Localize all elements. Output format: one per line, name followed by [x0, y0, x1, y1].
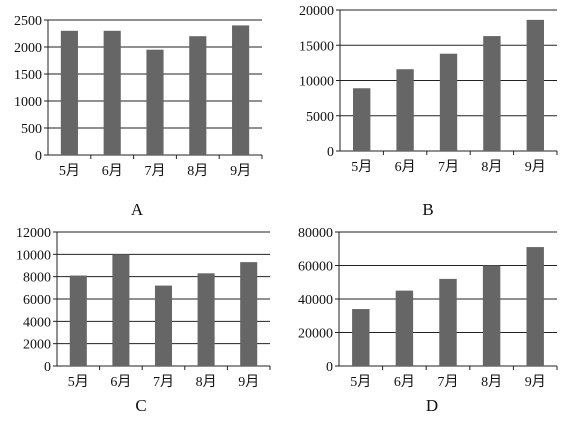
chart-a-x-tick-label: 6月	[102, 163, 123, 179]
chart-a-y-tick-label: 2000	[14, 41, 42, 56]
chart-a-bar	[189, 36, 207, 156]
chart-d-bar	[526, 247, 544, 366]
chart-c-y-tick-label: 8000	[23, 271, 51, 286]
chart-d-x-tick-label: 7月	[438, 374, 459, 390]
chart-b-y-tick-label: 15000	[299, 39, 334, 54]
chart-c-y-tick-label: 0	[44, 360, 51, 375]
chart-a-bar	[60, 30, 78, 155]
chart-c-bar	[240, 262, 258, 366]
chart-a-panel-label: A	[131, 200, 144, 219]
chart-c-bar	[112, 254, 130, 366]
chart-d-x-tick-label: 8月	[481, 374, 502, 390]
chart-d-y-tick-label: 80000	[298, 226, 333, 241]
chart-c-y-tick-label: 10000	[16, 248, 51, 263]
chart-b-y-tick-label: 20000	[299, 4, 334, 19]
chart-a-x-tick-label: 8月	[187, 163, 208, 179]
chart-b-y-tick-label: 10000	[299, 75, 334, 90]
chart-d-x-tick-label: 6月	[394, 374, 415, 390]
chart-b-bar	[483, 36, 501, 151]
chart-b-y-tick-label: 5000	[306, 110, 334, 125]
chart-b-bar	[353, 88, 371, 151]
chart-a-y-tick-label: 500	[21, 122, 42, 137]
chart-d-bar	[482, 265, 501, 366]
chart-c-y-tick-label: 12000	[16, 226, 51, 241]
chart-b-x-tick-label: 7月	[438, 159, 459, 175]
chart-a-bar	[103, 30, 121, 155]
chart-d-bar	[439, 278, 457, 366]
chart-d-y-tick-label: 60000	[298, 260, 333, 275]
chart-d-x-tick-label: 9月	[525, 374, 546, 390]
chart-a-y-tick-label: 0	[35, 149, 42, 164]
chart-a-x-tick-label: 5月	[59, 163, 80, 179]
chart-c-x-tick-label: 7月	[153, 374, 174, 390]
chart-b-bar	[439, 53, 458, 151]
chart-a-x-tick-label: 9月	[230, 163, 251, 179]
chart-d-y-tick-label: 0	[326, 360, 333, 375]
chart-b-panel-label: B	[422, 200, 433, 219]
chart-b-y-tick-label: 0	[327, 145, 334, 160]
chart-c-x-tick-label: 6月	[110, 374, 131, 390]
chart-a-y-tick-label: 1000	[14, 95, 42, 110]
chart-c-bar	[154, 285, 173, 366]
chart-b-x-tick-label: 8月	[481, 159, 502, 175]
chart-d-x-tick-label: 5月	[350, 374, 371, 390]
chart-c-x-tick-label: 8月	[196, 374, 217, 390]
chart-c-bar	[69, 275, 87, 366]
chart-a-bar	[232, 25, 250, 156]
chart-c-y-tick-label: 6000	[23, 293, 51, 308]
chart-c-y-tick-label: 4000	[23, 315, 51, 330]
chart-b-x-tick-label: 9月	[525, 159, 546, 175]
chart-a-bar	[146, 49, 164, 156]
chart-b-bar	[396, 69, 414, 151]
chart-b-x-tick-label: 5月	[351, 159, 372, 175]
chart-b-x-tick-label: 6月	[395, 159, 416, 175]
chart-a-y-tick-label: 1500	[14, 68, 42, 83]
chart-c-bar	[197, 273, 215, 366]
chart-c-panel-label: C	[135, 396, 146, 415]
chart-d-panel-label: D	[426, 396, 438, 415]
chart-c-x-tick-label: 5月	[68, 374, 89, 390]
chart-a-y-tick-label: 2500	[14, 14, 42, 29]
chart-a-x-tick-label: 7月	[145, 163, 166, 179]
chart-d-bar	[352, 309, 370, 366]
chart-b-bar	[526, 19, 544, 152]
chart-d-y-tick-label: 20000	[298, 327, 333, 342]
chart-d-y-tick-label: 40000	[298, 293, 333, 308]
chart-d-bar	[395, 290, 414, 366]
chart-c-x-tick-label: 9月	[238, 374, 259, 390]
chart-c-y-tick-label: 2000	[23, 338, 51, 353]
